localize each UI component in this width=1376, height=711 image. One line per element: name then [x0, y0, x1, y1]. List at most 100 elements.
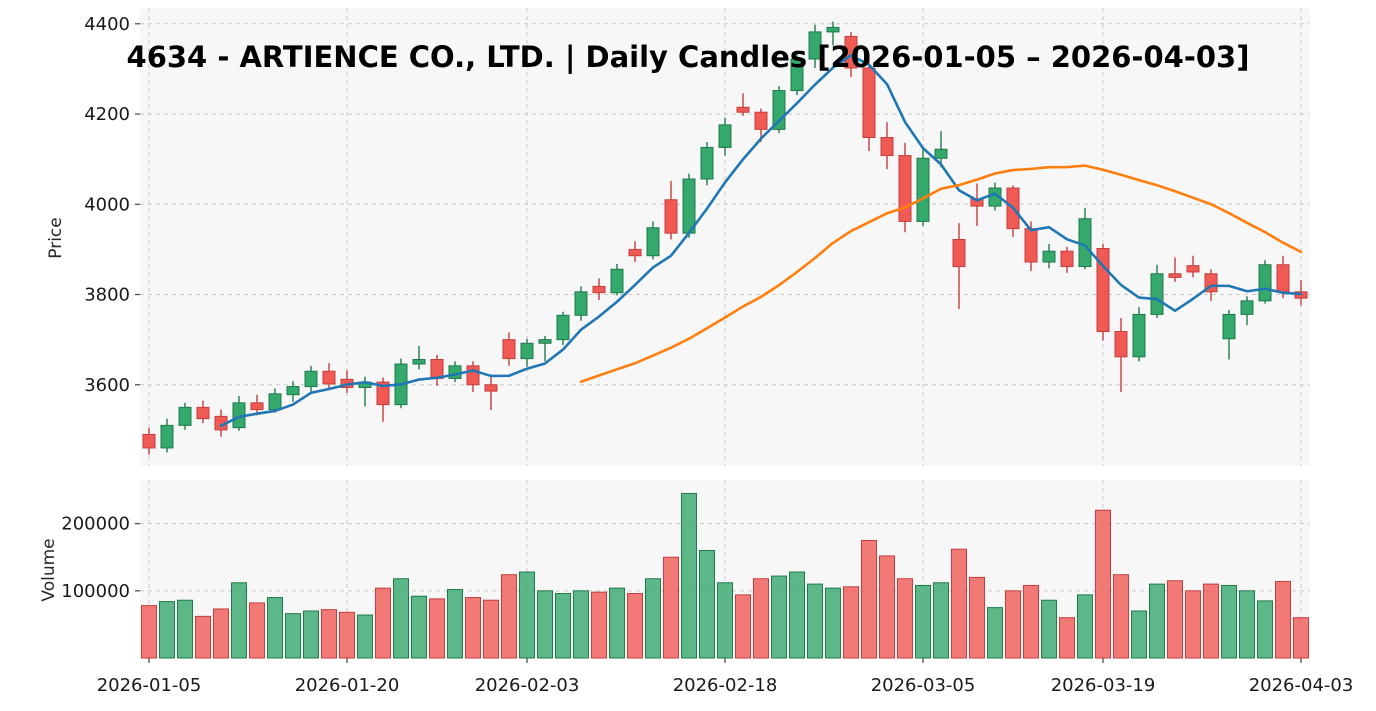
- volume-bar: [447, 588, 463, 659]
- volume-bar: [771, 575, 787, 659]
- candle-body: [142, 433, 156, 449]
- candle-body: [808, 31, 822, 60]
- candle-body: [1060, 250, 1074, 268]
- volume-bar: [555, 593, 571, 659]
- candle-body: [286, 386, 300, 396]
- candle-body: [898, 155, 912, 222]
- volume-bar: [609, 587, 625, 659]
- candle-body: [826, 26, 840, 33]
- x-tick-label: 2026-03-05: [871, 675, 976, 696]
- volume-bar: [231, 582, 247, 659]
- volume-bar: [951, 548, 967, 659]
- volume-bar: [1113, 574, 1129, 659]
- candle-body: [628, 248, 642, 257]
- volume-bar: [933, 582, 949, 659]
- candle-body: [1258, 264, 1272, 302]
- volume-bar: [753, 578, 769, 659]
- volume-bar: [537, 590, 553, 659]
- candle-body: [844, 35, 858, 69]
- volume-bar: [861, 539, 877, 659]
- volume-bar: [375, 587, 391, 659]
- candle-body: [412, 359, 426, 365]
- x-tick-label: 2026-04-03: [1249, 675, 1354, 696]
- volume-bar: [1167, 580, 1183, 659]
- volume-bar: [159, 601, 175, 659]
- price-tick-label: 3600: [84, 375, 130, 396]
- volume-bar: [735, 594, 751, 659]
- candle-body: [862, 67, 876, 139]
- volume-bar: [843, 586, 859, 659]
- candle-body: [304, 370, 318, 388]
- price-tick-label: 4000: [84, 194, 130, 215]
- x-tick-label: 2026-01-20: [295, 675, 400, 696]
- volume-bar: [573, 590, 589, 659]
- volume-bar: [987, 607, 1003, 659]
- volume-bar: [1077, 594, 1093, 659]
- volume-bar: [1221, 584, 1237, 659]
- candle-body: [664, 199, 678, 234]
- volume-bar: [465, 597, 481, 659]
- candle-body: [1276, 264, 1290, 293]
- volume-bar: [483, 599, 499, 659]
- volume-bar: [1131, 610, 1147, 659]
- candle-body: [376, 381, 390, 406]
- volume-bar: [267, 597, 283, 659]
- candle-body: [934, 148, 948, 159]
- volume-bar: [1239, 590, 1255, 659]
- candle-body: [520, 342, 534, 360]
- candle-body: [610, 268, 624, 294]
- candle-body: [322, 370, 336, 385]
- volume-bar: [249, 602, 265, 659]
- candle-body: [700, 146, 714, 180]
- volume-bar: [393, 578, 409, 659]
- x-tick-label: 2026-01-05: [97, 675, 202, 696]
- price-tick-label: 4200: [84, 104, 130, 125]
- candle-body: [1222, 313, 1236, 340]
- volume-bar: [1023, 584, 1039, 659]
- candle-body: [196, 406, 210, 420]
- candle-body: [268, 393, 282, 411]
- volume-bar: [879, 555, 895, 659]
- candle-body: [556, 314, 570, 341]
- volume-bar: [663, 556, 679, 659]
- volume-bar: [501, 574, 517, 659]
- candle-body: [1114, 331, 1128, 358]
- volume-tick-label: 100000: [61, 581, 130, 602]
- x-tick-label: 2026-02-18: [673, 675, 778, 696]
- candle-body: [466, 365, 480, 386]
- volume-bar: [1095, 509, 1111, 659]
- candle-body: [502, 339, 516, 360]
- candle-body: [952, 238, 966, 268]
- volume-bar: [303, 610, 319, 659]
- price-axis-label: Price: [46, 217, 66, 259]
- candle-body: [790, 58, 804, 92]
- volume-bar: [141, 605, 157, 659]
- volume-bar: [969, 576, 985, 659]
- x-tick-label: 2026-02-03: [475, 675, 580, 696]
- volume-bar: [357, 614, 373, 659]
- volume-bar: [1257, 600, 1273, 659]
- volume-bar: [627, 593, 643, 659]
- candle-body: [916, 157, 930, 222]
- volume-bar: [825, 587, 841, 659]
- candle-body: [178, 406, 192, 426]
- volume-bar: [339, 611, 355, 659]
- volume-bar: [213, 608, 229, 659]
- candle-body: [736, 106, 750, 113]
- volume-bar: [177, 599, 193, 659]
- candle-body: [718, 124, 732, 148]
- candle-body: [1024, 228, 1038, 263]
- volume-bar: [915, 584, 931, 659]
- volume-bar: [1059, 617, 1075, 659]
- volume-bar: [681, 492, 697, 659]
- volume-tick-label: 200000: [61, 514, 130, 535]
- volume-bar: [1275, 580, 1291, 659]
- candle-body: [1240, 300, 1254, 315]
- ma5-line: [219, 54, 1303, 428]
- candle-body: [682, 178, 696, 234]
- candle-body: [880, 137, 894, 157]
- volume-bar: [1293, 617, 1309, 659]
- candle-body: [592, 285, 606, 294]
